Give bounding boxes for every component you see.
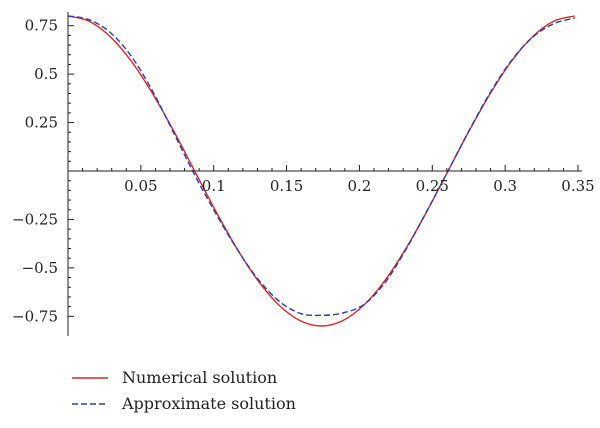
x-tick-label: 0.15: [270, 177, 303, 195]
legend: Numerical solution Approximate solution: [72, 368, 296, 413]
y-tick-label: 0.5: [34, 65, 58, 83]
y-tick-label: −0.5: [22, 259, 58, 277]
legend-label: Approximate solution: [121, 394, 296, 413]
y-tick-label: 0.75: [25, 17, 58, 35]
x-tick-label: 0.1: [202, 177, 226, 195]
plot-layer: [67, 15, 575, 327]
x-tick-label: 0.3: [493, 177, 517, 195]
y-tick-label: 0.25: [25, 114, 58, 132]
y-tick-label: −0.75: [12, 307, 58, 325]
approximate-solution-line: [67, 15, 575, 317]
x-tick-label: 0.35: [561, 177, 594, 195]
axes-layer: 0.05 0.1 0.15 0.2 0.25 0.3 0.35 0.75 0.5 0.25 −0.2…: [12, 12, 595, 336]
x-tick-label: 0.25: [416, 177, 449, 195]
x-tick-label: 0.2: [347, 177, 371, 195]
y-tick-label: −0.25: [12, 210, 58, 228]
legend-label: Numerical solution: [122, 368, 277, 387]
x-tick-label: 0.05: [124, 177, 157, 195]
